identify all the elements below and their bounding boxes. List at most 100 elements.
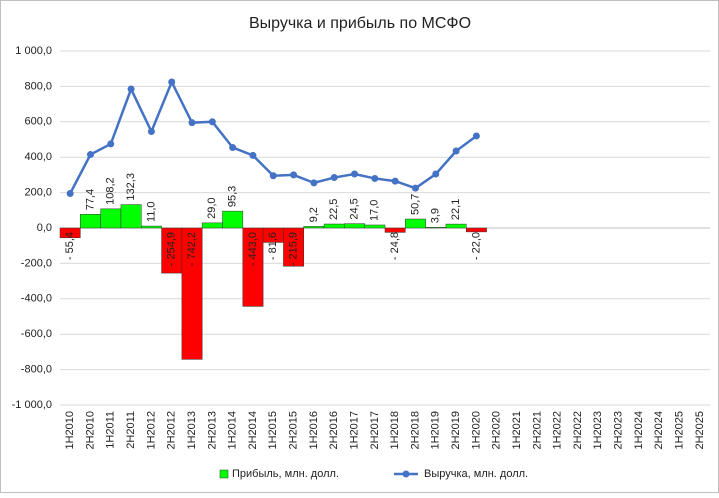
y-tick-label: 600,0 [24,116,52,128]
line-marker [351,170,359,178]
line-marker [147,128,155,136]
data-label: 9,2 [308,207,320,222]
line-marker [188,119,196,127]
y-tick-label: -600,0 [21,328,52,340]
x-tick-label: 1H2016 [308,411,320,450]
bar [222,210,244,229]
line-marker [208,118,216,126]
bar [201,222,223,229]
x-tick-label: 2H2021 [531,411,543,450]
data-label: 77,4 [84,189,96,210]
bar [80,214,101,229]
legend-swatch [219,469,229,479]
x-tick-label: 1H2019 [430,411,442,450]
line-marker [290,171,298,179]
line-marker [127,85,135,93]
y-tick-label: 800,0 [24,80,52,92]
data-label: - 254,9 [166,232,178,266]
bar [283,227,304,267]
data-label: 29,0 [206,197,218,218]
data-label: 11,0 [145,201,157,222]
data-label: - 443,0 [247,232,259,266]
legend-swatch [402,470,410,478]
data-label: 50,7 [409,194,421,215]
data-label: - 215,9 [288,232,300,266]
line-marker [391,177,399,185]
data-label: - 742,2 [186,232,198,266]
bar [303,226,325,229]
line-marker [432,170,440,178]
x-tick-label: 2H2019 [450,411,462,450]
bar [242,227,264,307]
data-label: - 22,0 [470,232,482,260]
data-label: - 55,4 [64,232,76,260]
data-label: 95,3 [227,186,239,207]
line-marker [330,174,338,182]
x-tick-label: 1H2021 [511,411,523,450]
x-tick-label: 1H2023 [592,411,604,450]
x-tick-label: 2H2020 [491,411,503,450]
y-tick-label: 1 000,0 [15,45,52,57]
data-label: 108,2 [105,177,117,205]
x-tick-label: 1H2017 [348,411,360,450]
bar [425,227,447,229]
data-label: - 24,8 [389,232,401,260]
x-tick-label: 2H2025 [694,411,706,450]
y-tick-label: -200,0 [21,257,52,269]
data-label: 3,9 [430,208,442,223]
line-marker [452,147,460,155]
data-label: 22,5 [328,199,340,220]
bar [445,223,467,229]
x-tick-label: 2H2024 [653,411,665,450]
bar [405,218,426,229]
x-tick-label: 1H2015 [267,411,279,450]
bar [59,227,81,239]
bar [384,227,406,233]
line-marker [107,140,115,148]
x-tick-label: 1H2020 [470,411,482,450]
x-tick-label: 1H2025 [673,411,685,450]
x-tick-label: 2H2012 [166,411,178,450]
bar [100,208,122,229]
bar [466,227,487,233]
x-tick-label: 1H2022 [552,411,564,450]
bar [120,204,142,229]
data-label: 22,1 [450,199,462,220]
line-marker [66,189,74,197]
y-tick-label: -1 000,0 [12,399,52,411]
line-marker [371,174,379,182]
line-marker [310,179,318,187]
line-marker [168,78,176,86]
y-tick-label: -400,0 [21,293,52,305]
y-tick-label: 200,0 [24,187,52,199]
x-tick-label: 2H2011 [125,411,137,449]
line-marker [411,184,419,192]
x-tick-label: 1H2011 [105,411,117,449]
x-tick-label: 1H2012 [145,411,157,450]
data-label: 132,3 [125,173,137,201]
x-tick-label: 1H2013 [186,411,198,450]
x-tick-label: 1H2018 [389,411,401,450]
x-tick-label: 1H2024 [633,411,645,450]
x-tick-label: 2H2018 [409,411,421,450]
legend-label: Выручка, млн. долл. [424,468,528,480]
y-tick-label: 400,0 [24,151,52,163]
x-tick-label: 2H2017 [369,411,381,450]
line-marker [269,172,277,180]
x-tick-label: 2H2010 [84,411,96,450]
x-tick-label: 2H2022 [572,411,584,450]
x-tick-label: 2H2015 [288,411,300,450]
bar [181,227,203,360]
x-tick-label: 2H2014 [247,411,259,450]
data-label: - 81,6 [267,232,279,260]
y-tick-label: 0,0 [37,222,52,234]
bar [141,225,162,229]
line-marker [249,151,257,159]
chart-title: Выручка и прибыль по МСФО [249,15,471,32]
legend-label: Прибыль, млн. долл. [232,468,339,480]
data-label: 17,0 [369,200,381,221]
bar [344,223,365,229]
line-marker [86,151,94,159]
